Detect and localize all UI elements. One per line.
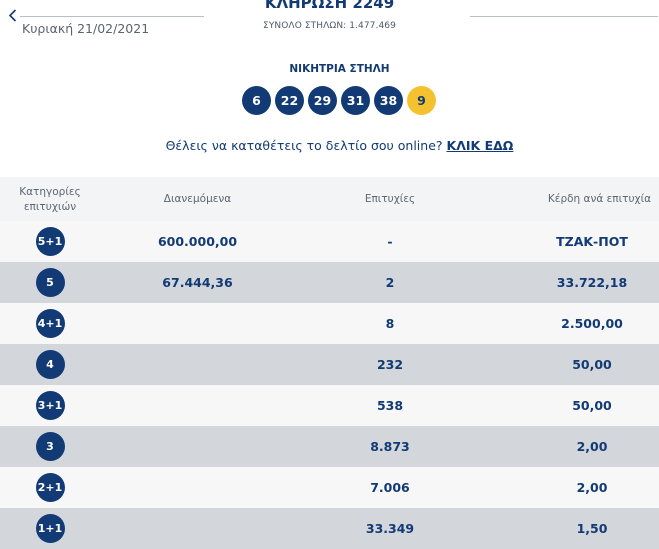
winners-cell: - bbox=[295, 234, 485, 249]
distributed-cell: 67.444,36 bbox=[100, 275, 295, 290]
category-badge: 4 bbox=[36, 350, 65, 379]
online-promo: Θέλεις να καταθέτεις το δελτίο σου onlin… bbox=[0, 138, 659, 153]
winning-column-label: ΝΙΚΗΤΡΙΑ ΣΤΗΛΗ bbox=[0, 63, 659, 75]
prize-cell: ΤΖΑΚ-ΠΟΤ bbox=[485, 234, 659, 249]
winning-number-ball: 31 bbox=[341, 86, 370, 115]
winning-number-ball: 29 bbox=[308, 86, 337, 115]
header-distributed: Διανεμόμενα bbox=[100, 193, 295, 205]
winners-cell: 2 bbox=[295, 275, 485, 290]
winners-cell: 538 bbox=[295, 398, 485, 413]
prize-cell: 50,00 bbox=[485, 357, 659, 372]
table-row: 3+1 538 50,00 bbox=[0, 385, 659, 426]
winning-numbers: 6 22 29 31 38 9 bbox=[242, 86, 436, 115]
table-row: 2+1 7.006 2,00 bbox=[0, 467, 659, 508]
header-divider-left bbox=[20, 16, 204, 17]
category-badge: 5 bbox=[36, 268, 65, 297]
winning-number-ball: 22 bbox=[275, 86, 304, 115]
table-row: 4 232 50,00 bbox=[0, 344, 659, 385]
table-header: Κατηγορίες επιτυχιών Διανεμόμενα Επιτυχί… bbox=[0, 177, 659, 221]
distributed-cell: 600.000,00 bbox=[100, 234, 295, 249]
table-row: 3 8.873 2,00 bbox=[0, 426, 659, 467]
table-row: 5+1 600.000,00 - ΤΖΑΚ-ΠΟΤ bbox=[0, 221, 659, 262]
winners-cell: 7.006 bbox=[295, 480, 485, 495]
winners-cell: 8.873 bbox=[295, 439, 485, 454]
prize-cell: 33.722,18 bbox=[485, 275, 659, 290]
prize-cell: 50,00 bbox=[485, 398, 659, 413]
category-badge: 3+1 bbox=[36, 391, 65, 420]
winners-cell: 33.349 bbox=[295, 521, 485, 536]
table-row: 1+1 33.349 1,50 bbox=[0, 508, 659, 549]
winning-number-ball: 6 bbox=[242, 86, 271, 115]
prize-cell: 1,50 bbox=[485, 521, 659, 536]
click-here-link[interactable]: ΚΛΙΚ ΕΔΩ bbox=[447, 138, 514, 153]
prize-table: Κατηγορίες επιτυχιών Διανεμόμενα Επιτυχί… bbox=[0, 177, 659, 549]
columns-total: ΣΥΝΟΛΟ ΣΤΗΛΩΝ: 1.477.469 bbox=[0, 21, 659, 31]
category-badge: 5+1 bbox=[36, 227, 65, 256]
prize-cell: 2,00 bbox=[485, 439, 659, 454]
prize-cell: 2,00 bbox=[485, 480, 659, 495]
draw-header: ΚΛΗΡΩΣΗ 2249 Κυριακή 21/02/2021 ΣΥΝΟΛΟ Σ… bbox=[0, 0, 659, 46]
joker-number-ball: 9 bbox=[407, 86, 436, 115]
table-row: 4+1 8 2.500,00 bbox=[0, 303, 659, 344]
winning-number-ball: 38 bbox=[374, 86, 403, 115]
winners-cell: 232 bbox=[295, 357, 485, 372]
header-divider-right bbox=[470, 16, 658, 17]
prize-cell: 2.500,00 bbox=[485, 316, 659, 331]
header-prize: Κέρδη ανά επιτυχία bbox=[485, 193, 659, 205]
draw-title: ΚΛΗΡΩΣΗ 2249 bbox=[0, 0, 659, 12]
promo-text: Θέλεις να καταθέτεις το δελτίο σου onlin… bbox=[166, 138, 443, 153]
header-winners: Επιτυχίες bbox=[295, 193, 485, 205]
category-badge: 3 bbox=[36, 432, 65, 461]
category-badge: 1+1 bbox=[36, 514, 65, 543]
category-badge: 4+1 bbox=[36, 309, 65, 338]
table-row: 5 67.444,36 2 33.722,18 bbox=[0, 262, 659, 303]
category-badge: 2+1 bbox=[36, 473, 65, 502]
header-category: Κατηγορίες επιτυχιών bbox=[0, 184, 100, 215]
winners-cell: 8 bbox=[295, 316, 485, 331]
